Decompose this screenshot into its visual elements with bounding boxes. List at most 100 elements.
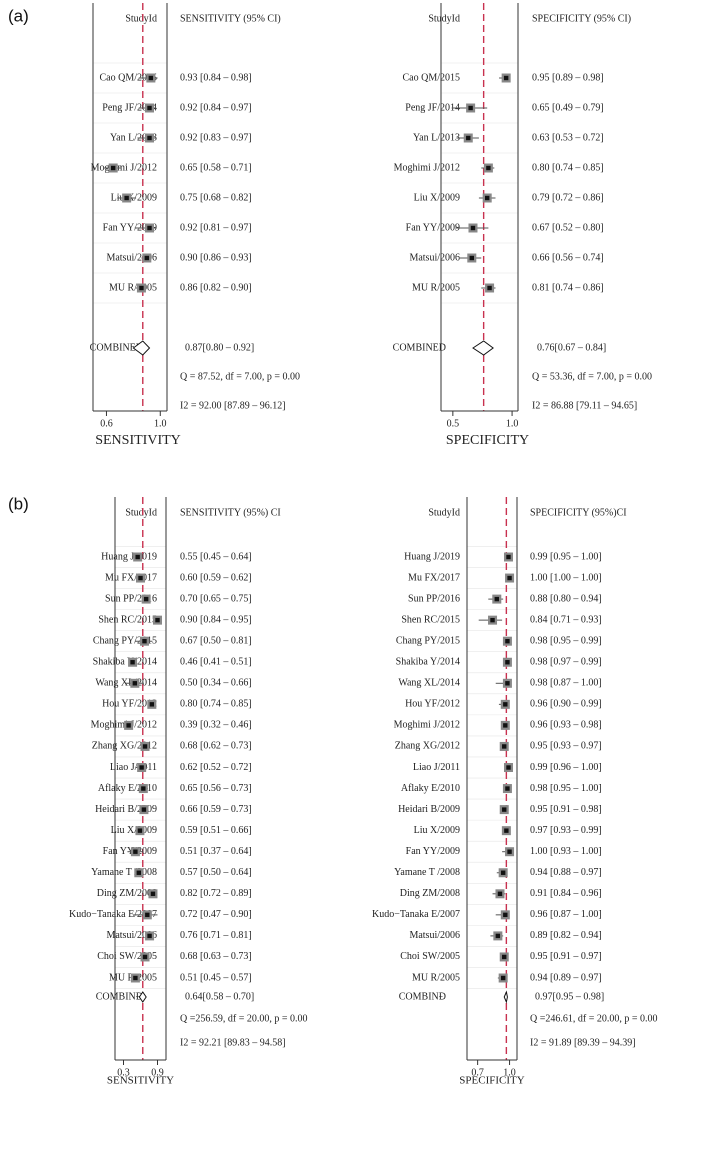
study-name: Shakiba Y/2014 — [93, 657, 157, 668]
study-name: Choi SW/2005 — [97, 951, 157, 962]
study-name: Yamane T /2008 — [394, 867, 460, 878]
study-name: Huang J/2019 — [101, 551, 157, 562]
study-name: MU R/2005 — [412, 282, 460, 293]
q-statistic: Q = 87.52, df = 7.00, p = 0.00 — [180, 371, 300, 382]
study-name: Kudo−Tanaka E/2007 — [372, 909, 460, 920]
study-point-estimate — [466, 135, 471, 141]
q-statistic: Q =246.61, df = 20.00, p = 0.00 — [530, 1013, 657, 1024]
study-point-estimate — [139, 285, 144, 291]
study-point-estimate — [486, 165, 491, 171]
combined-diamond — [472, 340, 494, 356]
study-estimate-label: 0.82 [0.72 – 0.89] — [180, 888, 252, 899]
study-estimate-label: 0.89 [0.82 – 0.94] — [530, 930, 602, 941]
x-axis-tick-label: 0.6 — [100, 418, 113, 429]
study-point-estimate — [497, 891, 503, 896]
study-estimate-label: 1.00 [1.00 – 1.00] — [530, 572, 602, 583]
study-estimate-label: 0.88 [0.80 – 0.94] — [530, 593, 602, 604]
study-estimate-label: 0.67 [0.50 – 0.81] — [180, 635, 252, 646]
study-point-estimate — [141, 786, 146, 791]
study-point-estimate — [470, 225, 476, 231]
study-name: Liu X/2009 — [414, 192, 460, 203]
study-point-estimate — [142, 744, 148, 749]
study-point-estimate — [148, 75, 154, 81]
study-name: Chang PY/2015 — [93, 635, 157, 646]
q-statistic: Q =256.59, df = 20.00, p = 0.00 — [180, 1013, 307, 1024]
study-name: Shen RC/2015 — [98, 614, 157, 625]
study-name: Peng JF/2014 — [102, 102, 157, 113]
study-point-estimate — [487, 285, 492, 291]
study-point-estimate — [139, 765, 144, 770]
study-name: Matsui/2006 — [106, 930, 157, 941]
study-estimate-label: 0.96 [0.87 – 1.00] — [530, 909, 602, 920]
combined-estimate-label: 0.97[0.95 – 0.98] — [535, 991, 604, 1002]
study-estimate-label: 0.81 [0.74 – 0.86] — [532, 282, 604, 293]
study-estimate-label: 0.67 [0.52 – 0.80] — [532, 222, 604, 233]
study-estimate-label: 0.93 [0.84 – 0.98] — [180, 72, 252, 83]
study-name: Shakiba Y/2014 — [396, 657, 460, 668]
study-estimate-label: 0.65 [0.49 – 0.79] — [532, 102, 604, 113]
study-point-estimate — [110, 165, 116, 171]
study-estimate-label: 0.95 [0.93 – 0.97] — [530, 741, 602, 752]
study-name: Chang PY/2015 — [396, 635, 460, 646]
study-estimate-label: 0.46 [0.41 – 0.51] — [180, 657, 252, 668]
study-point-estimate — [502, 744, 507, 749]
study-estimate-label: 0.70 [0.65 – 0.75] — [180, 593, 252, 604]
study-estimate-label: 0.55 [0.45 – 0.64] — [180, 551, 252, 562]
study-point-estimate — [142, 639, 147, 644]
study-estimate-label: 0.66 [0.56 – 0.74] — [532, 252, 604, 263]
study-name: Hou YF/2012 — [405, 699, 460, 710]
study-point-estimate — [494, 596, 499, 602]
study-name: Liao J/2011 — [413, 762, 460, 773]
study-point-estimate — [135, 554, 140, 560]
q-statistic: Q = 53.36, df = 7.00, p = 0.00 — [532, 371, 652, 382]
study-estimate-label: 0.68 [0.62 – 0.73] — [180, 741, 252, 752]
x-axis-tick-label: 1.0 — [503, 1067, 516, 1078]
study-column-header: StudyId — [428, 13, 460, 24]
study-point-estimate — [144, 255, 150, 261]
study-name: Fan YY/2009 — [103, 222, 157, 233]
study-estimate-label: 0.68 [0.63 – 0.73] — [180, 951, 252, 962]
x-axis-tick-label: 0.3 — [117, 1067, 130, 1078]
study-estimate-label: 1.00 [0.93 – 1.00] — [530, 846, 602, 857]
study-estimate-label: 0.96 [0.90 – 0.99] — [530, 699, 602, 710]
study-point-estimate — [137, 828, 143, 833]
study-point-estimate — [505, 786, 510, 791]
study-name: Liu X/2009 — [414, 825, 460, 836]
study-name: MU R/2005 — [109, 282, 157, 293]
study-estimate-label: 0.57 [0.50 – 0.64] — [180, 867, 252, 878]
study-column-header: StudyId — [428, 507, 460, 518]
study-name: Cao QM/2015 — [403, 72, 461, 83]
study-point-estimate — [507, 849, 512, 854]
study-point-estimate — [504, 828, 509, 833]
study-point-estimate — [147, 225, 152, 231]
study-point-estimate — [490, 617, 495, 623]
study-name: Ding ZM/2008 — [400, 888, 460, 899]
study-estimate-label: 0.94 [0.88 – 0.97] — [530, 867, 602, 878]
study-estimate-label: 0.75 [0.68 – 0.82] — [180, 192, 252, 203]
study-name: Yan L/2013 — [110, 132, 157, 143]
study-name: Ding ZM/2008 — [97, 888, 157, 899]
study-estimate-label: 0.94 [0.89 – 0.97] — [530, 972, 602, 983]
study-point-estimate — [155, 617, 160, 623]
i2-statistic: I2 = 91.89 [89.39 – 94.39] — [530, 1037, 636, 1048]
study-estimate-label: 0.92 [0.83 – 0.97] — [180, 132, 252, 143]
study-point-estimate — [143, 596, 149, 602]
i2-statistic: I2 = 86.88 [79.11 – 94.65] — [532, 400, 637, 411]
x-axis-tick-label: 0.9 — [151, 1067, 164, 1078]
study-estimate-label: 0.65 [0.56 – 0.73] — [180, 783, 252, 794]
study-estimate-label: 0.96 [0.93 – 0.98] — [530, 720, 602, 731]
study-estimate-label: 0.95 [0.91 – 0.97] — [530, 951, 602, 962]
study-point-estimate — [503, 723, 508, 728]
study-point-estimate — [469, 255, 474, 261]
x-axis-title: SPECIFICITY — [459, 1075, 524, 1087]
study-name: Matsui/2006 — [409, 930, 460, 941]
combined-diamond — [132, 340, 151, 356]
study-name: Sun PP/2016 — [408, 593, 460, 604]
study-point-estimate — [149, 702, 155, 707]
study-estimate-label: 0.51 [0.37 – 0.64] — [180, 846, 252, 857]
study-name: Sun PP/2016 — [105, 593, 157, 604]
i2-statistic: I2 = 92.21 [89.83 – 94.58] — [180, 1037, 286, 1048]
x-axis-tick-label: 1.0 — [506, 418, 519, 429]
